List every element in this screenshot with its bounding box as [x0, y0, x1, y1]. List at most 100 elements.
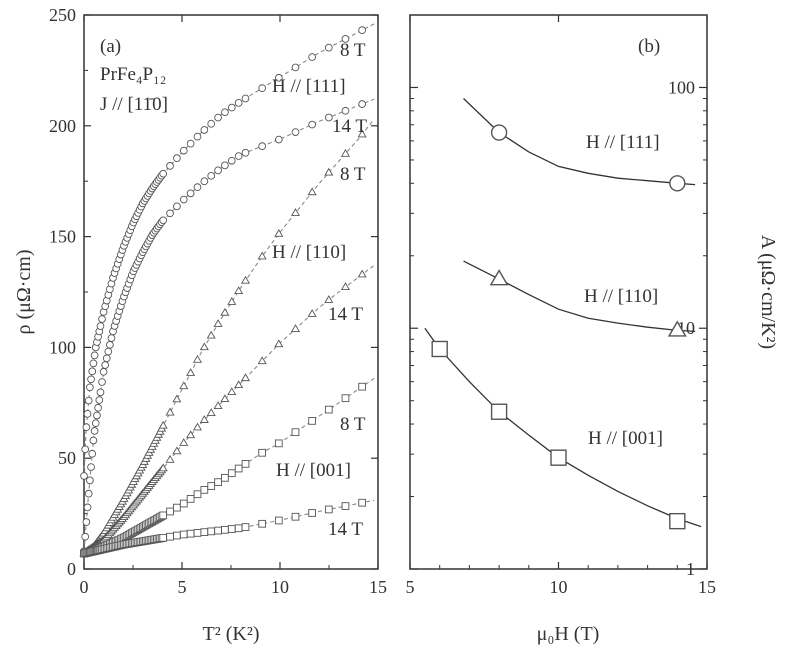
- annot-001-14T: 14 T: [328, 519, 363, 540]
- a-point-h-111-8-t: [241, 94, 250, 103]
- a-point-h-111-8-t: [159, 169, 168, 178]
- a-point-h-001-14-t: [258, 519, 267, 528]
- a-point-h-111-8-t: [274, 73, 283, 82]
- a-point-h-001-14-t: [234, 524, 243, 533]
- a-point-h-001-14-t: [358, 498, 366, 507]
- panel-b-frame: [409, 14, 708, 570]
- a-point-h-111-14-t: [102, 354, 111, 363]
- a-point-h-110-8-t: [240, 275, 251, 284]
- a-point-h-111-8-t: [83, 410, 92, 418]
- a-point-h-111-14-t: [274, 135, 283, 144]
- annot-110-8T: 8 T: [340, 164, 366, 185]
- a-point-h-110-14-t: [240, 373, 251, 382]
- a-point-h-111-14-t: [94, 403, 102, 412]
- a-point-h-111-14-t: [99, 367, 108, 376]
- a-point-h-001-8-t: [173, 503, 181, 512]
- a-point-h-111-14-t: [241, 148, 250, 157]
- a-x-tick-label: 15: [369, 577, 387, 597]
- a-point-h-111-14-t: [82, 518, 91, 526]
- b-point-h-111: [490, 124, 508, 141]
- a-point-h-111-8-t: [81, 445, 90, 454]
- a-point-h-111-8-t: [341, 35, 350, 43]
- a-point-h-111-8-t: [179, 146, 188, 155]
- a-point-h-111-8-t: [221, 108, 229, 117]
- a-point-h-111-8-t: [186, 139, 195, 148]
- a-point-h-001-14-t: [227, 525, 236, 533]
- a-point-h-111-14-t: [87, 463, 95, 471]
- a-point-h-001-8-t: [227, 469, 236, 478]
- panel-b-y-axis-label: A (μΩ·cm/K²): [757, 235, 779, 349]
- a-point-h-110-8-t: [324, 167, 334, 176]
- a-point-h-110-14-t: [234, 380, 244, 389]
- a-point-h-110-8-t: [307, 187, 317, 196]
- a-x-tick-label: 10: [271, 577, 289, 597]
- a-point-h-110-8-t: [227, 297, 237, 305]
- a-point-h-111-14-t: [258, 142, 267, 151]
- a-point-h-110-14-t: [220, 394, 230, 403]
- a-y-tick-label: 0: [67, 559, 76, 579]
- sample-formula: PrFe₄P₁₂: [100, 64, 166, 85]
- a-point-h-111-8-t: [90, 351, 99, 360]
- a-point-h-111-14-t: [166, 209, 174, 218]
- panel-a-label: (a): [100, 36, 121, 57]
- a-point-h-001-8-t: [241, 460, 250, 468]
- a-point-h-111-8-t: [308, 53, 316, 61]
- a-point-h-001-14-t: [291, 512, 300, 521]
- a-point-h-111-14-t: [86, 476, 94, 485]
- a-point-h-110-14-t: [357, 269, 367, 278]
- a-point-h-110-8-t: [206, 330, 216, 339]
- b-point-h-110: [667, 320, 687, 337]
- a-point-h-111-14-t: [159, 216, 168, 225]
- a-point-h-111-8-t: [88, 367, 97, 376]
- b-x-tick-label: 15: [698, 577, 716, 597]
- a-point-h-111-14-t: [200, 177, 209, 186]
- a-point-h-110-8-t: [186, 368, 196, 376]
- a-point-h-001-8-t: [291, 428, 300, 437]
- a-point-h-111-14-t: [101, 361, 110, 369]
- b-y-tick-label: 1: [686, 559, 695, 579]
- a-point-h-111-14-t: [107, 334, 116, 342]
- annot-h110: H // [110]: [272, 242, 346, 263]
- a-point-h-001-14-t: [207, 527, 216, 536]
- a-point-h-111-14-t: [173, 202, 181, 211]
- a-point-h-001-14-t: [341, 502, 350, 510]
- a-point-h-110-14-t: [307, 309, 317, 317]
- a-point-h-110-8-t: [158, 420, 168, 429]
- a-point-h-111-14-t: [358, 100, 366, 108]
- a-point-h-111-14-t: [90, 427, 99, 435]
- a-point-h-111-14-t: [96, 388, 105, 397]
- annot-h001: H // [001]: [276, 460, 351, 481]
- a-point-h-110-14-t: [227, 387, 237, 396]
- a-fit-line-h-110-8-t: [83, 118, 375, 554]
- current-direction: J // [11̄0]: [100, 94, 168, 115]
- a-point-h-110-8-t: [290, 208, 301, 216]
- b-point-h-110: [489, 269, 509, 286]
- a-x-tick-label: 0: [80, 577, 89, 597]
- a-point-h-111-14-t: [308, 120, 316, 129]
- a-point-h-111-14-t: [214, 166, 222, 175]
- a-point-h-001-14-t: [241, 523, 250, 531]
- a-point-h-110-14-t: [257, 356, 267, 365]
- a-point-h-110-14-t: [192, 422, 203, 431]
- a-point-h-111-8-t: [214, 113, 222, 122]
- a-point-h-111-8-t: [207, 119, 216, 128]
- annot-001-8T: 8 T: [340, 414, 366, 435]
- a-point-h-111-14-t: [95, 396, 104, 404]
- a-point-h-110-14-t: [186, 430, 196, 439]
- a-point-h-111-8-t: [96, 322, 105, 330]
- a-point-h-110-8-t: [179, 381, 189, 390]
- a-point-h-001-8-t: [258, 448, 267, 457]
- b-curve-h-111: [463, 98, 696, 186]
- annot-111-14T: 14 T: [332, 116, 367, 137]
- a-point-h-110-8-t: [257, 251, 267, 260]
- a-point-h-001-14-t: [159, 533, 168, 542]
- a-point-h-111-14-t: [98, 378, 106, 386]
- a-point-h-111-8-t: [166, 162, 174, 170]
- a-point-h-111-8-t: [324, 43, 333, 52]
- annot-b-h111: H // [111]: [586, 132, 660, 153]
- a-point-h-001-8-t: [207, 482, 216, 490]
- a-point-h-001-14-t: [193, 529, 202, 537]
